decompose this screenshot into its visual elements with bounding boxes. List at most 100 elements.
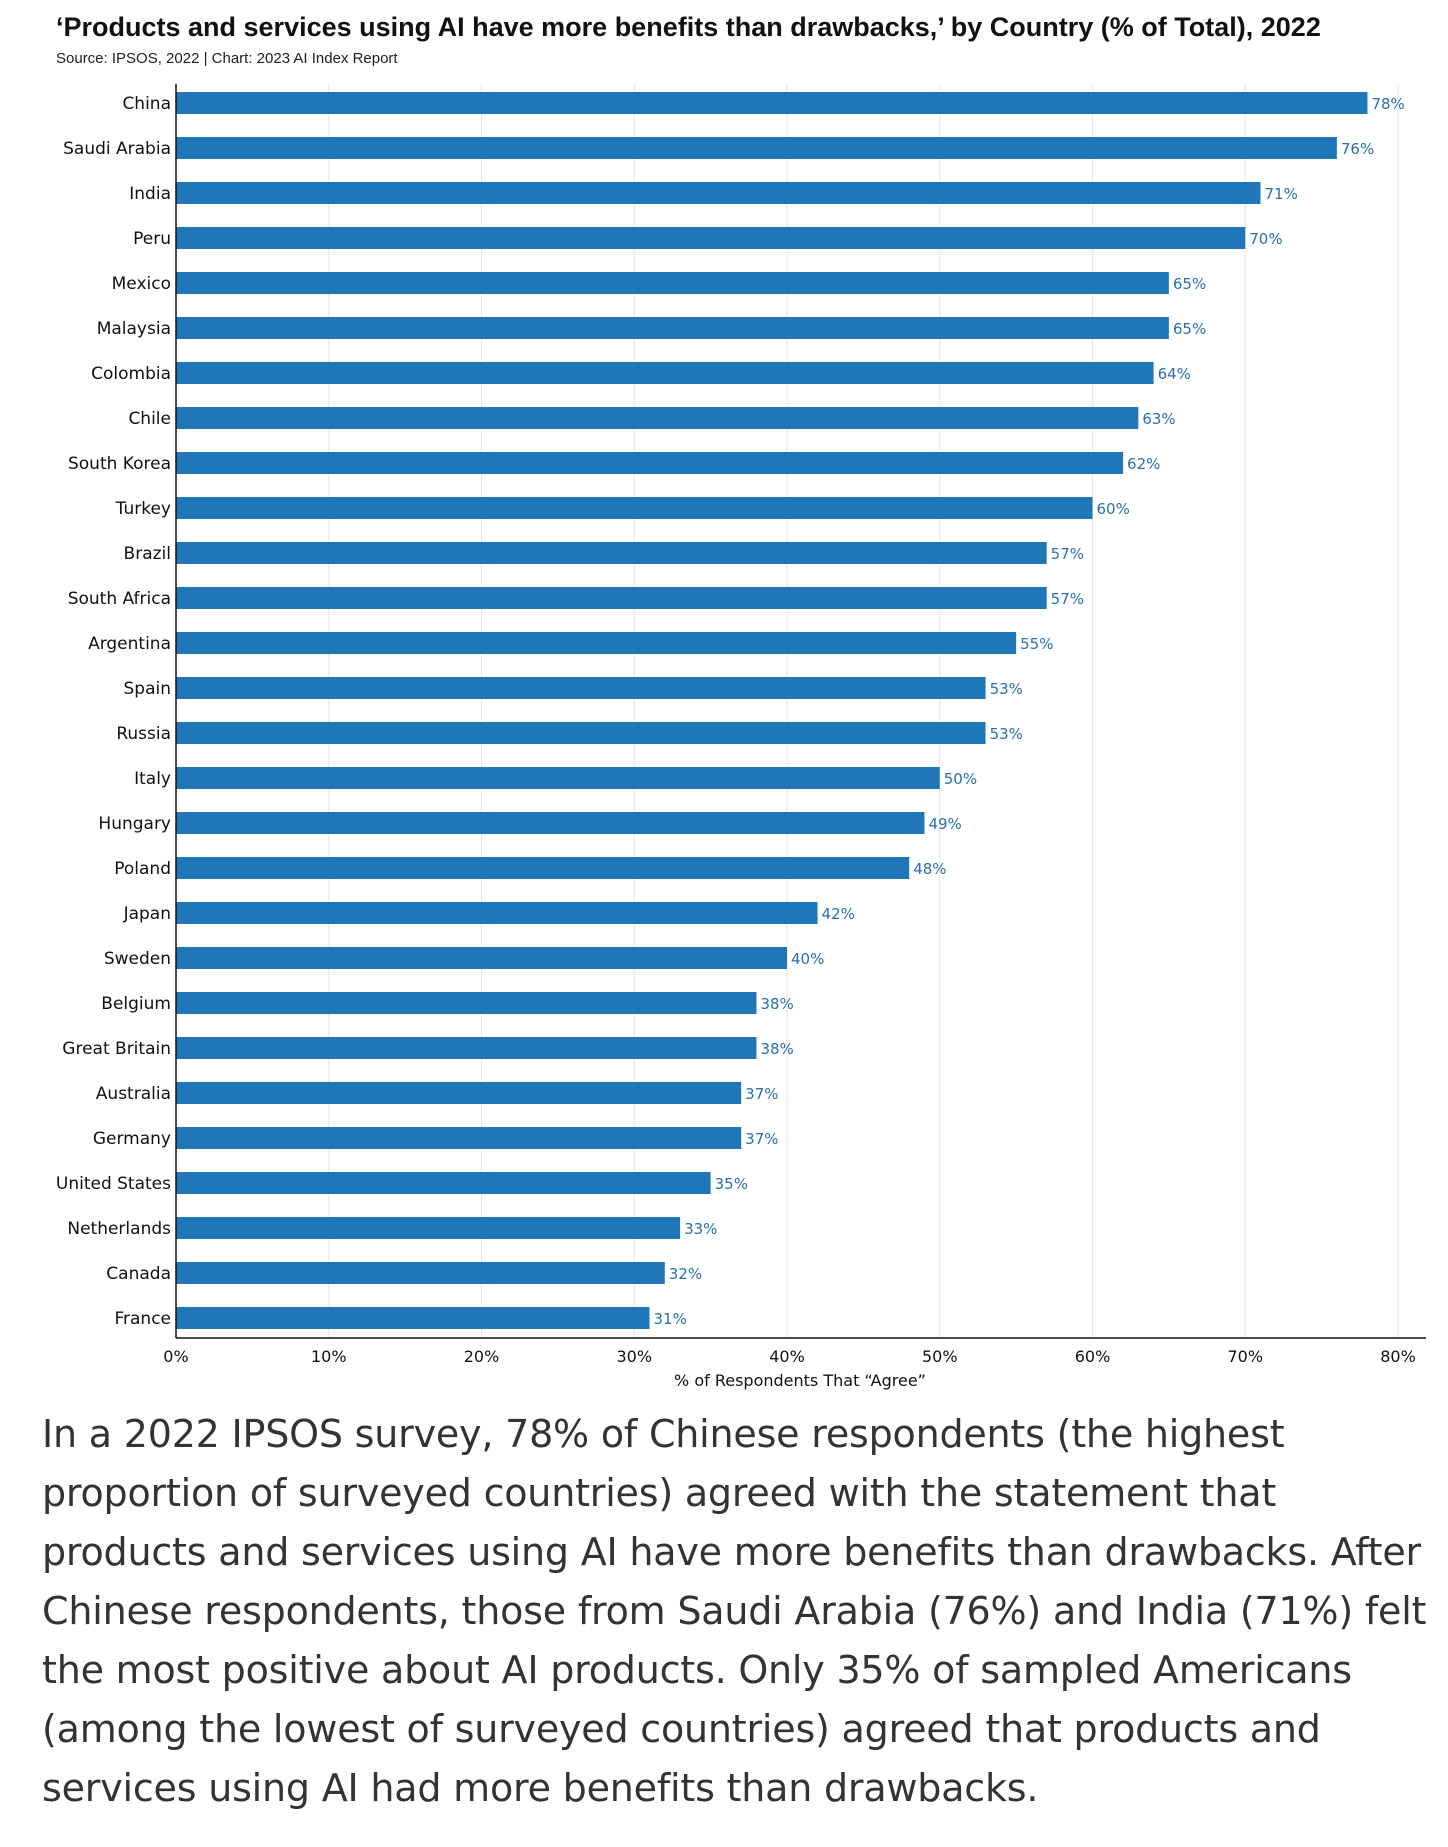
category-label: Argentina [88, 634, 171, 654]
bar [176, 227, 1246, 249]
bar [176, 1037, 757, 1059]
category-label: Poland [114, 859, 171, 879]
bar [176, 182, 1261, 204]
category-label: South Africa [68, 589, 171, 609]
bar [176, 1307, 650, 1329]
bar [176, 362, 1154, 384]
x-tick-label: 70% [1227, 1347, 1263, 1366]
category-label: Italy [134, 769, 171, 789]
bar [176, 812, 925, 834]
x-tick-label: 20% [464, 1347, 500, 1366]
x-tick-label: 30% [616, 1347, 652, 1366]
bar [176, 452, 1124, 474]
category-label: South Korea [68, 454, 171, 474]
value-label: 78% [1371, 95, 1404, 113]
value-label: 65% [1173, 275, 1206, 293]
bars [176, 92, 1368, 1329]
value-label: 38% [760, 995, 793, 1013]
category-label: Germany [93, 1129, 171, 1149]
category-label: Spain [124, 679, 172, 699]
value-label: 57% [1051, 545, 1084, 563]
category-label: Chile [128, 409, 171, 429]
value-label: 64% [1158, 365, 1191, 383]
value-label: 49% [928, 815, 961, 833]
category-label: Canada [106, 1264, 171, 1284]
category-label: Japan [123, 904, 171, 924]
value-label: 40% [791, 950, 824, 968]
x-axis-title: % of Respondents That “Agree” [674, 1371, 926, 1390]
x-tick-label: 0% [163, 1347, 188, 1366]
category-label: Hungary [98, 814, 171, 834]
value-label: 48% [913, 860, 946, 878]
bar [176, 137, 1337, 159]
category-label: Peru [133, 229, 171, 249]
bar-chart: China Saudi Arabia India Peru Mexico Malaysia… [56, 84, 1426, 1390]
value-label: 31% [654, 1310, 687, 1328]
x-tick-label: 50% [922, 1347, 958, 1366]
value-label: 42% [822, 905, 855, 923]
value-label: 70% [1249, 230, 1282, 248]
value-label: 37% [745, 1130, 778, 1148]
chart-source: Source: IPSOS, 2022 | Chart: 2023 AI Ind… [56, 50, 398, 67]
bar [176, 632, 1017, 654]
chart-title: ‘Products and services using AI have mor… [56, 12, 1321, 42]
bar [176, 497, 1093, 519]
category-label: Netherlands [67, 1219, 171, 1239]
category-label: Brazil [124, 544, 171, 564]
x-tick-label: 10% [311, 1347, 347, 1366]
category-label: Mexico [112, 274, 171, 294]
value-label: 50% [944, 770, 977, 788]
value-label: 76% [1341, 140, 1374, 158]
caption-text: In a 2022 IPSOS survey, 78% of Chinese r… [42, 1412, 1427, 1810]
bar [176, 992, 757, 1014]
bar [176, 722, 986, 744]
x-tick-label: 80% [1380, 1347, 1416, 1366]
x-axis: 0% 10% 20% 30% 40% 50% 60% 70% 80% [163, 84, 1426, 1366]
x-tick-label: 60% [1075, 1347, 1111, 1366]
bar [176, 1217, 681, 1239]
value-label: 57% [1051, 590, 1084, 608]
category-label: India [129, 184, 171, 204]
value-label: 35% [715, 1175, 748, 1193]
value-label: 33% [684, 1220, 717, 1238]
category-label: Belgium [101, 994, 171, 1014]
category-label: Saudi Arabia [63, 139, 171, 159]
x-tick-label: 40% [769, 1347, 805, 1366]
value-label: 62% [1127, 455, 1160, 473]
bar [176, 857, 910, 879]
category-label: France [114, 1309, 171, 1329]
value-label: 60% [1097, 500, 1130, 518]
category-label: United States [56, 1174, 171, 1194]
bar [176, 272, 1169, 294]
value-label: 63% [1142, 410, 1175, 428]
category-label: Australia [96, 1084, 171, 1104]
value-label: 71% [1265, 185, 1298, 203]
bar [176, 1082, 742, 1104]
value-label: 65% [1173, 320, 1206, 338]
bar [176, 947, 787, 969]
category-label: Russia [116, 724, 171, 744]
bar [176, 92, 1368, 114]
category-labels: China Saudi Arabia India Peru Mexico Malaysia… [56, 94, 171, 1329]
bar [176, 767, 940, 789]
value-label: 37% [745, 1085, 778, 1103]
bar [176, 317, 1169, 339]
category-label: China [122, 94, 171, 114]
value-label: 32% [669, 1265, 702, 1283]
value-label: 53% [990, 725, 1023, 743]
bar [176, 407, 1139, 429]
bar [176, 542, 1047, 564]
bar [176, 677, 986, 699]
category-label: Malaysia [97, 319, 171, 339]
value-label: 55% [1020, 635, 1053, 653]
bar [176, 587, 1047, 609]
bar [176, 1172, 711, 1194]
value-label: 38% [760, 1040, 793, 1058]
bar [176, 1127, 742, 1149]
bar [176, 902, 818, 924]
value-label: 53% [990, 680, 1023, 698]
value-labels: 78% 76% 71% 70% 65% 65% 64% 63% 62% 60% 57% 57% 55% 5… [654, 95, 1405, 1328]
bar [176, 1262, 665, 1284]
category-label: Colombia [91, 364, 171, 384]
category-label: Sweden [104, 949, 171, 969]
